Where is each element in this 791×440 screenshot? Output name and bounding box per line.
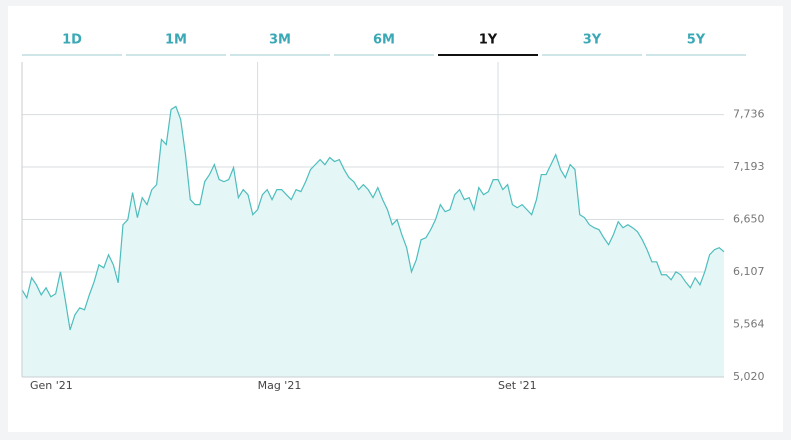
tab-label[interactable]: 3Y <box>583 33 602 48</box>
tab-label[interactable]: 1M <box>165 33 187 48</box>
area <box>22 106 724 377</box>
x-tick-label: Mag '21 <box>258 379 302 392</box>
y-tick-label: 6,650 <box>733 213 765 226</box>
y-tick-label: 7,193 <box>733 160 765 173</box>
x-tick-label: Gen '21 <box>30 379 73 392</box>
y-tick-label: 5,564 <box>733 317 765 330</box>
tab-label[interactable]: 1Y <box>479 33 498 48</box>
line <box>21 105 725 331</box>
x-tick-label: Set '21 <box>498 379 537 392</box>
tab-label[interactable]: 1D <box>62 33 82 48</box>
tab-label[interactable]: 5Y <box>687 33 706 48</box>
y-tick-label: 5,020 <box>733 370 765 383</box>
y-tick-label: 6,107 <box>733 265 765 278</box>
tab-label[interactable]: 3M <box>269 33 291 48</box>
tab-label[interactable]: 6M <box>373 33 395 48</box>
y-tick-label: 7,736 <box>733 108 765 121</box>
